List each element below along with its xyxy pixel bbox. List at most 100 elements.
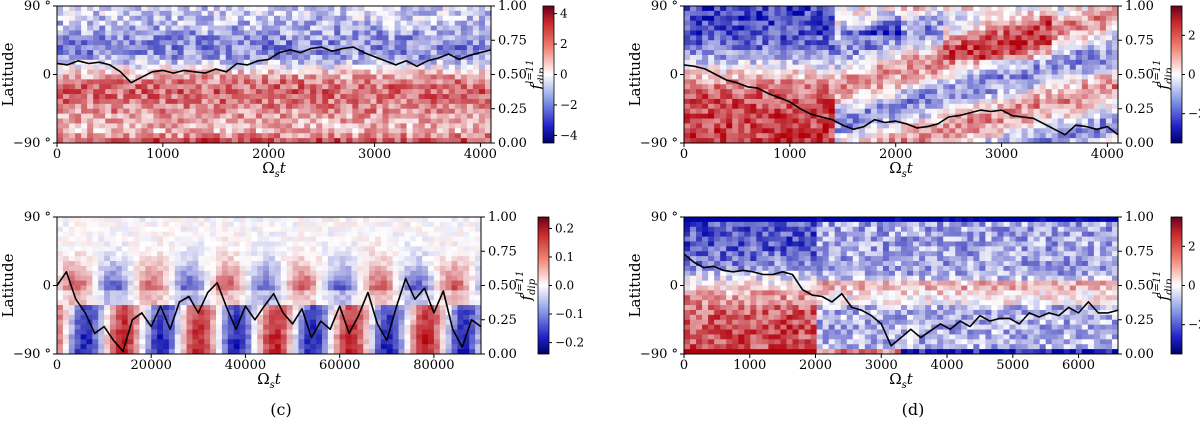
heatmap-cell	[702, 20, 709, 27]
heatmap-cell	[1009, 45, 1017, 51]
heatmap-cell	[684, 103, 691, 110]
heatmap-cell	[357, 221, 364, 228]
heatmap-cell	[93, 20, 100, 27]
heatmap-cell	[1051, 69, 1059, 76]
heatmap-cell	[1099, 94, 1107, 100]
heatmap-cell	[352, 54, 359, 61]
heatmap-cell	[180, 236, 188, 243]
heatmap-cell	[201, 74, 209, 80]
heatmap-cell	[840, 35, 848, 41]
heatmap-cell	[63, 138, 70, 143]
heatmap-cell	[852, 89, 860, 95]
heatmap-cell	[439, 256, 447, 262]
heatmap-cell	[346, 59, 353, 66]
heatmap-cell	[257, 251, 264, 257]
heatmap-cell	[105, 79, 112, 85]
heatmap-cell	[822, 94, 830, 100]
heatmap-cell	[416, 261, 423, 267]
heatmap-cell	[1039, 6, 1047, 12]
heatmap-cell	[919, 50, 926, 56]
heatmap-cell	[466, 84, 474, 90]
heatmap-cell	[165, 113, 173, 120]
heatmap-cell	[147, 89, 155, 95]
heatmap-cell	[475, 256, 481, 262]
heatmap-cell	[386, 256, 394, 262]
heatmap-cell	[937, 10, 944, 17]
heatmap-cell	[430, 94, 438, 100]
heatmap-cell	[798, 15, 806, 22]
heatmap-cell	[997, 45, 1005, 51]
heatmap-cell	[810, 113, 818, 120]
heatmap-cell	[310, 10, 317, 17]
heatmap-cell	[882, 133, 890, 139]
heatmap-cell	[249, 50, 257, 56]
heatmap-cell	[121, 261, 129, 267]
heatmap-cell	[1111, 50, 1118, 56]
heatmap-cell	[780, 40, 788, 46]
heatmap-cell	[484, 54, 491, 61]
heatmap-cell	[1093, 25, 1101, 32]
heatmap-cell	[834, 69, 842, 76]
heatmap-cell	[195, 84, 203, 90]
heatmap-cell	[870, 45, 878, 51]
heatmap-cell	[210, 270, 217, 277]
heatmap-cell	[1087, 54, 1095, 61]
heatmap-cell	[460, 84, 468, 90]
heatmap-cell	[708, 123, 715, 129]
heatmap-cell	[357, 241, 364, 247]
heatmap-cell	[864, 118, 872, 125]
heatmap-cell	[907, 6, 914, 12]
heatmap-cell	[1003, 118, 1011, 125]
heatmap-cell	[979, 20, 986, 27]
heatmap-cell	[274, 261, 282, 267]
heatmap-cell	[1099, 45, 1107, 51]
heatmap-cell	[1009, 84, 1017, 90]
heatmap-cell	[304, 256, 311, 262]
heatmap-cell	[57, 64, 64, 71]
heatmap-cell	[997, 98, 1005, 105]
heatmap-cell	[720, 123, 727, 129]
x-axis-label: Ωst	[262, 159, 287, 180]
heatmap-cell	[955, 50, 962, 56]
heatmap-cell	[469, 221, 476, 228]
heatmap-cell	[239, 231, 247, 238]
heatmap-cell	[298, 113, 305, 120]
heatmap-cell	[1003, 59, 1011, 66]
heatmap-cell	[163, 256, 170, 262]
heatmap-cell	[192, 265, 199, 272]
heatmap-cell	[388, 10, 396, 17]
heatmap-cell	[274, 123, 281, 129]
heatmap-cell	[816, 30, 824, 36]
heatmap-cell	[708, 15, 715, 22]
heatmap-cell	[269, 226, 276, 233]
heatmap-cell	[979, 15, 986, 22]
heatmap-cell	[888, 6, 896, 12]
heatmap-cell	[135, 15, 142, 22]
heatmap-cell	[858, 118, 866, 125]
heatmap-cell	[376, 74, 384, 80]
heatmap-cell	[358, 98, 366, 105]
heatmap-cell	[376, 133, 384, 139]
heatmap-cell	[422, 270, 429, 277]
heatmap-cell	[280, 217, 288, 223]
heatmap-cell	[810, 138, 818, 143]
heatmap-cell	[410, 246, 417, 252]
heatmap-cell	[352, 89, 359, 95]
heatmap-cell	[907, 30, 914, 36]
heatmap-cell	[478, 54, 486, 61]
heatmap-cell	[298, 20, 305, 27]
heatmap-cell	[153, 50, 161, 56]
heatmap-cell	[237, 50, 245, 56]
heatmap-cell	[245, 241, 252, 247]
heatmap-cell	[153, 20, 161, 27]
heatmap-cell	[189, 10, 197, 17]
heatmap-cell	[445, 241, 453, 247]
heatmap-cell	[720, 118, 727, 125]
heatmap-cell	[147, 15, 155, 22]
heatmap-cell	[412, 20, 420, 27]
heatmap-cell	[74, 256, 82, 262]
heatmap-cell	[756, 133, 763, 139]
heatmap-cell	[69, 138, 76, 143]
heatmap-cell	[750, 133, 757, 139]
heatmap-cell	[231, 128, 239, 134]
